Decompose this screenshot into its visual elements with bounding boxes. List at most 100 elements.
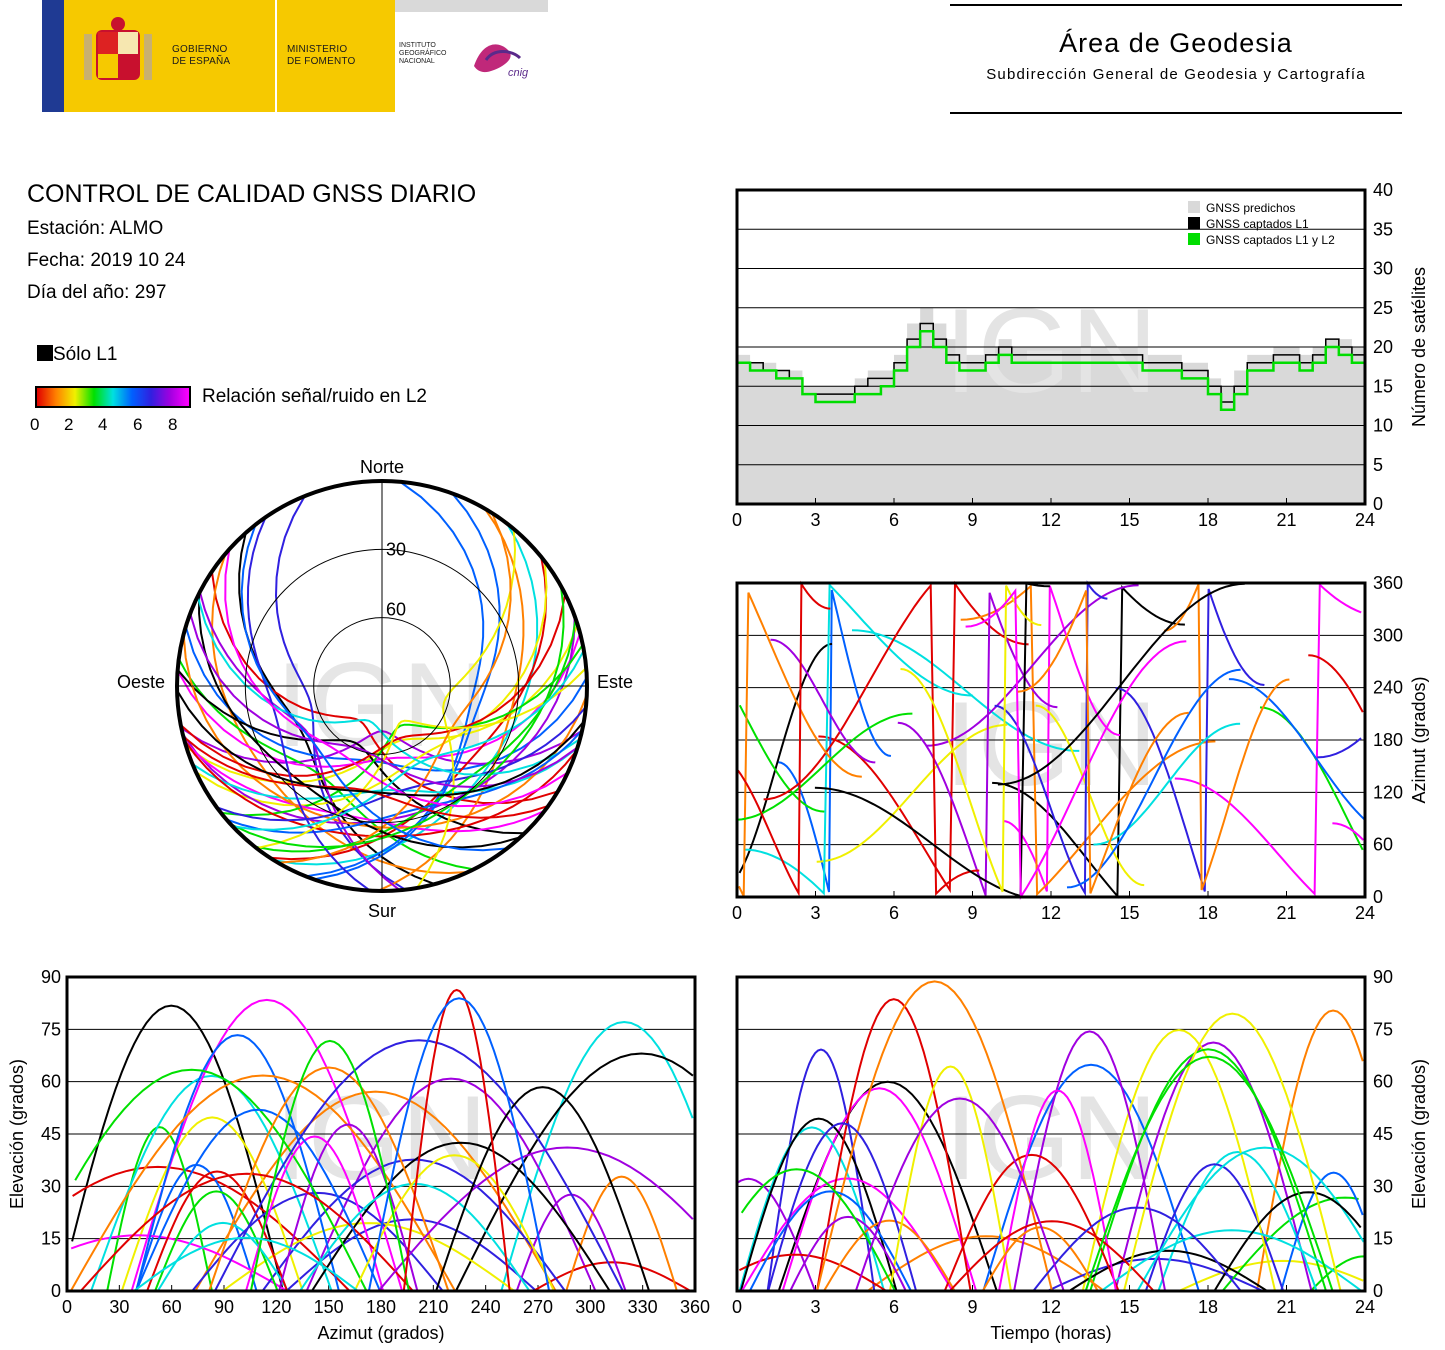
elev_az-xtick-label: 60 <box>162 1297 182 1317</box>
satellites-xtick-label: 0 <box>732 510 742 530</box>
elev_az-ytick-label: 45 <box>41 1124 61 1144</box>
elev-time-track <box>1084 1055 1334 1292</box>
gobierno-logo: GOBIERNO DE ESPAÑA <box>64 0 275 112</box>
elev-time-track <box>739 1117 898 1292</box>
elev-time-track <box>982 1063 1200 1292</box>
satellites-xtick-label: 6 <box>889 510 899 530</box>
snr-tick-8: 8 <box>168 415 178 434</box>
azimuth-ytick-label: 60 <box>1373 835 1393 855</box>
skyplot-track <box>232 649 585 831</box>
cnig-logo-icon: cnig <box>474 44 529 79</box>
azimuth-track <box>738 704 825 813</box>
elev_time-xtick-label: 3 <box>810 1297 820 1317</box>
legend-swatch <box>1188 233 1200 245</box>
skyplot-track <box>189 613 579 789</box>
series-l1-line <box>737 322 1365 403</box>
azimuth-ytick-label: 0 <box>1373 887 1383 907</box>
elev_time-xtick-label: 9 <box>967 1297 977 1317</box>
legend-swatch <box>1188 217 1200 229</box>
elev-az-track <box>222 1222 515 1292</box>
elev_az-ylabel: Elevación (grados) <box>7 1059 27 1209</box>
elev-az-track <box>367 997 551 1292</box>
elev-az-track <box>455 1052 694 1292</box>
skyplot-ring-label-60: 60 <box>386 600 406 620</box>
satellites-ytick-label: 25 <box>1373 298 1393 318</box>
azimuth-track <box>1317 737 1362 759</box>
azimuth-track <box>965 587 1187 901</box>
elev-az-track <box>299 1182 531 1292</box>
elev-az-tracks <box>69 988 694 1292</box>
azimuth-track <box>778 589 892 893</box>
skyplot-track <box>182 735 549 819</box>
azimuth-xtick-label: 21 <box>1276 903 1296 923</box>
elev_time-ytick-label: 45 <box>1373 1124 1393 1144</box>
skyplot-track <box>183 739 578 838</box>
elev_az-ytick-label: 30 <box>41 1176 61 1196</box>
elev-az-track <box>402 988 511 1292</box>
elev_az-xtick-label: 330 <box>628 1297 658 1317</box>
elev_time-watermark: IGN <box>944 1071 1157 1205</box>
gobierno-line1: GOBIERNO <box>172 44 228 55</box>
area-header-box: Área de Geodesia Subdirección General de… <box>950 4 1402 114</box>
elev-az-track <box>71 1004 284 1292</box>
satellites-xtick-label: 24 <box>1355 510 1375 530</box>
elev_time-xtick-label: 24 <box>1355 1297 1375 1317</box>
azimuth-track <box>816 723 1008 863</box>
elev_time-ylabel: Elevación (grados) <box>1409 1059 1429 1209</box>
ign-line2: GEOGRÁFICO <box>399 50 447 57</box>
elev-time-track <box>1068 1249 1268 1292</box>
elev_time-ytick-label: 15 <box>1373 1229 1393 1249</box>
satellites-xtick-label: 9 <box>967 510 977 530</box>
elev-az-track <box>377 1146 694 1292</box>
elev-time-track <box>740 1168 896 1292</box>
elev-time-frame <box>735 975 1367 1293</box>
elev-time-track <box>816 980 1053 1292</box>
elev-az-track <box>130 998 404 1292</box>
elev-az-track <box>278 1123 419 1292</box>
satellites-ytick-label: 40 <box>1373 180 1393 200</box>
skyplot-track <box>176 689 585 797</box>
elev-az-track <box>245 1135 385 1292</box>
satellites-ytick-label: 0 <box>1373 494 1383 514</box>
area-title: Área de Geodesia <box>1059 28 1293 58</box>
skyplot-track <box>180 593 567 777</box>
elev-az-track <box>191 1191 444 1292</box>
skyplot-track <box>230 585 565 849</box>
elev_time-xtick-label: 15 <box>1119 1297 1139 1317</box>
legend-entry: GNSS predichos <box>1206 201 1295 215</box>
elev_time-ytick-label: 60 <box>1373 1072 1393 1092</box>
elev-az-track <box>106 1126 213 1292</box>
elev_az-ytick-label: 0 <box>51 1281 61 1301</box>
skyplot-track <box>176 632 582 768</box>
azimuth-track <box>1115 588 1265 892</box>
elev_time-ytick-label: 75 <box>1373 1019 1393 1039</box>
azimuth-track <box>900 585 1042 893</box>
elev-time-track <box>1280 1171 1364 1292</box>
legend-l1-only: Sólo L1 <box>37 344 117 366</box>
series-l1l2-line <box>737 330 1365 412</box>
satellites-ytick-label: 20 <box>1373 337 1393 357</box>
elev-time-track <box>888 1065 1012 1292</box>
skyplot-south-label: Sur <box>368 901 396 921</box>
elev-az-track <box>133 1236 359 1292</box>
azimuth-xtick-label: 18 <box>1198 903 1218 923</box>
satellites-ytick-label: 35 <box>1373 219 1393 239</box>
azimuth-track <box>1228 678 1366 821</box>
azimuth-xtick-label: 3 <box>810 903 820 923</box>
elev-time-track <box>949 1220 1155 1292</box>
elev-az-track <box>249 1039 410 1292</box>
azimuth-track <box>738 642 833 874</box>
elev-time-track <box>1309 1255 1365 1292</box>
elev-time-track <box>1256 1009 1364 1292</box>
azimuth-xtick-label: 12 <box>1041 903 1061 923</box>
elev_az-ytick-label: 60 <box>41 1072 61 1092</box>
skyplot-track <box>246 516 371 892</box>
snr-colorbar <box>35 386 191 408</box>
elev_time-xtick-label: 6 <box>889 1297 899 1317</box>
azimuth-watermark: IGN <box>944 677 1157 811</box>
ign-logo-text: INSTITUTO GEOGRÁFICO NACIONAL <box>399 42 446 66</box>
elev-time-track <box>1114 1041 1313 1292</box>
